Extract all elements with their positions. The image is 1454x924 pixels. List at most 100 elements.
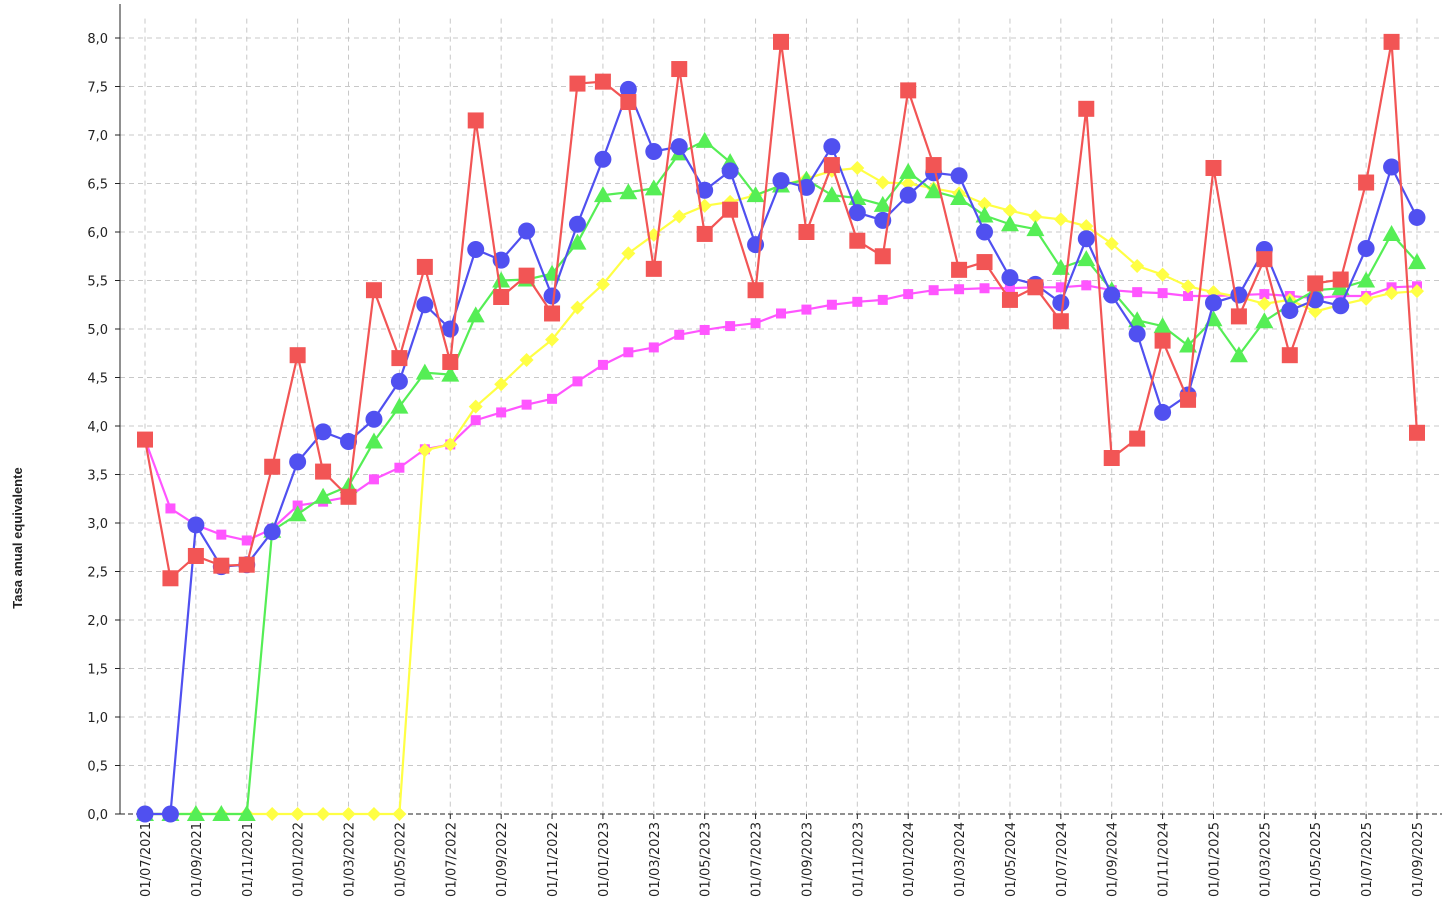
marker	[928, 285, 939, 296]
x-tick-label: 01/09/2024	[1106, 822, 1121, 897]
marker	[924, 182, 943, 199]
marker	[1001, 291, 1018, 308]
marker	[593, 186, 612, 203]
marker	[776, 308, 786, 319]
marker	[467, 112, 484, 129]
marker	[368, 474, 379, 485]
marker	[416, 296, 434, 314]
marker	[903, 289, 914, 300]
marker	[852, 296, 863, 307]
marker	[1357, 271, 1376, 288]
marker	[975, 206, 994, 223]
marker	[137, 431, 153, 448]
y-tick-label: 6,5	[87, 178, 108, 193]
marker	[597, 359, 608, 370]
marker	[1077, 230, 1095, 248]
marker	[850, 160, 865, 175]
y-tick-label: 4,5	[87, 372, 108, 387]
marker	[547, 393, 558, 404]
marker	[950, 189, 969, 206]
x-tick-label: 01/01/2024	[902, 822, 917, 897]
marker	[773, 33, 789, 50]
series-line	[143, 284, 1418, 542]
x-tick-label: 01/11/2022	[546, 822, 561, 897]
series	[137, 33, 1425, 587]
marker	[1257, 296, 1272, 311]
marker	[772, 172, 790, 190]
marker	[392, 807, 407, 821]
marker	[621, 246, 636, 261]
marker	[441, 320, 459, 338]
marker	[648, 342, 659, 353]
marker	[873, 195, 892, 212]
marker	[1332, 271, 1349, 288]
marker	[699, 324, 710, 335]
x-tick-label: 01/03/2025	[1258, 822, 1273, 897]
marker	[954, 284, 965, 295]
y-tick-label: 7,0	[87, 129, 108, 144]
marker	[1179, 336, 1198, 353]
marker	[187, 516, 205, 534]
x-tick-label: 01/01/2025	[1207, 822, 1222, 897]
marker	[315, 463, 332, 480]
marker	[899, 186, 917, 204]
marker	[468, 399, 483, 414]
x-tick-label: 01/09/2021	[190, 822, 205, 897]
marker	[161, 805, 179, 823]
marker	[645, 260, 662, 277]
marker	[1335, 291, 1346, 302]
marker	[213, 557, 230, 574]
y-tick-label: 5,0	[87, 323, 108, 338]
marker	[241, 535, 252, 546]
marker	[136, 805, 154, 823]
marker	[340, 433, 358, 451]
marker	[877, 294, 888, 305]
marker	[1104, 236, 1119, 251]
marker	[417, 443, 432, 458]
marker	[1359, 291, 1374, 306]
marker	[1384, 286, 1399, 301]
marker	[950, 167, 968, 185]
y-tick-label: 1,0	[87, 711, 108, 726]
x-tick-label: 01/03/2023	[648, 822, 663, 897]
marker	[568, 215, 586, 233]
marker	[366, 807, 381, 821]
marker	[390, 372, 408, 390]
marker	[545, 332, 560, 347]
y-tick-label: 7,5	[87, 81, 108, 96]
marker	[493, 288, 510, 305]
marker	[314, 487, 333, 504]
marker	[496, 407, 507, 418]
marker	[595, 277, 610, 292]
marker	[672, 209, 687, 224]
marker	[340, 488, 357, 505]
marker	[725, 321, 736, 332]
marker	[390, 397, 409, 414]
marker	[237, 805, 256, 821]
x-tick-label: 01/07/2023	[750, 822, 765, 897]
marker	[1382, 224, 1401, 241]
marker	[1002, 203, 1017, 218]
x-tick-label: 01/07/2022	[444, 822, 459, 897]
x-tick-label: 01/07/2021	[139, 822, 154, 897]
marker	[1027, 279, 1044, 296]
marker	[1183, 291, 1194, 302]
marker	[670, 138, 688, 156]
marker	[1053, 212, 1068, 227]
marker	[671, 61, 688, 78]
marker	[977, 196, 992, 211]
marker	[750, 318, 761, 329]
marker	[1128, 325, 1146, 343]
marker	[1154, 403, 1172, 421]
marker	[365, 282, 382, 299]
marker	[1103, 286, 1121, 304]
marker	[1204, 294, 1222, 312]
y-tick-label: 1,5	[87, 663, 108, 678]
marker	[1155, 267, 1170, 282]
marker	[518, 222, 536, 240]
marker	[696, 225, 713, 242]
marker	[1181, 279, 1196, 294]
marker	[1332, 297, 1350, 315]
marker	[899, 162, 918, 179]
marker	[1383, 158, 1401, 176]
